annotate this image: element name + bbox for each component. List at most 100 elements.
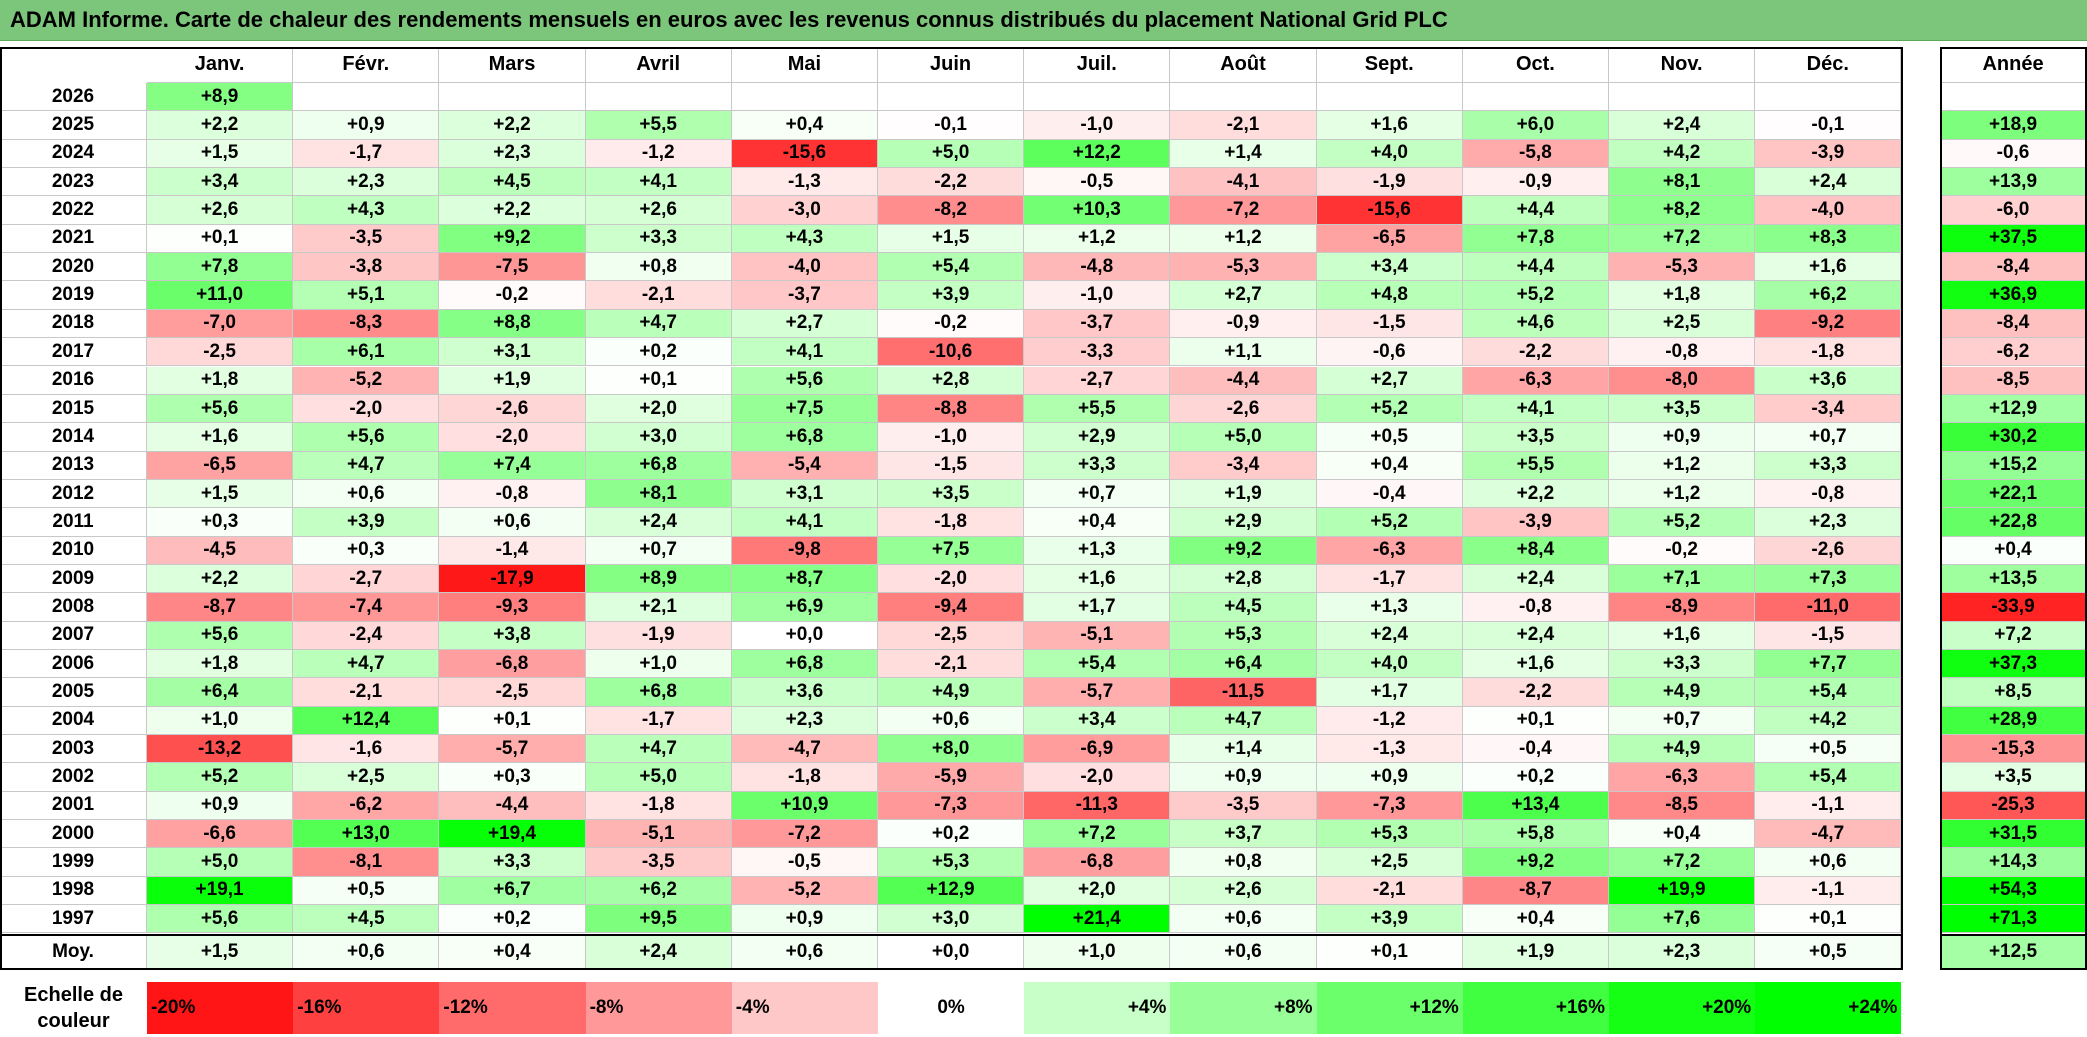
heatmap-cell: +2,4 (1316, 621, 1463, 650)
heatmap-cell: +5,5 (1024, 394, 1171, 424)
annual-cell: +54,3 (1940, 876, 2087, 906)
heatmap-cell: +0,2 (585, 338, 732, 367)
average-cell: +0,6 (1170, 935, 1317, 970)
month-header: Mai (731, 47, 878, 83)
heatmap-cell: +3,1 (731, 479, 878, 509)
heatmap-cell: -3,5 (293, 224, 440, 254)
heatmap-cell: +10,3 (1024, 196, 1171, 225)
heatmap-cell: +0,7 (1755, 423, 1902, 452)
month-header: Juil. (1024, 47, 1171, 83)
heatmap-cell (1170, 83, 1317, 112)
heatmap-cell: +4,9 (1609, 678, 1756, 707)
heatmap-cell: -1,0 (1024, 281, 1171, 310)
heatmap-cell: +1,0 (147, 706, 294, 736)
average-cell: +0,4 (439, 935, 586, 970)
heatmap-cell: +12,2 (1024, 139, 1171, 169)
heatmap-cell: +8,9 (147, 83, 294, 112)
heatmap-cell: -11,3 (1024, 791, 1171, 821)
row-year-label: 2014 (0, 423, 147, 452)
row-year-label: 2023 (0, 168, 147, 197)
row-year-label: 1999 (0, 848, 147, 877)
heatmap-cell: +0,9 (731, 905, 878, 934)
heatmap-cell: +0,1 (439, 706, 586, 736)
heatmap-cell: +6,2 (585, 876, 732, 906)
heatmap-cell: +1,6 (1316, 111, 1463, 140)
heatmap-cell: +1,7 (1316, 678, 1463, 707)
heatmap-cell: -1,1 (1755, 791, 1902, 821)
heatmap-cell: +4,1 (585, 168, 732, 197)
heatmap-cell: +4,5 (1170, 593, 1317, 622)
heatmap-cell: +2,5 (1316, 848, 1463, 877)
heatmap-cell: +5,4 (878, 253, 1025, 282)
heatmap-cell: +3,1 (439, 338, 586, 367)
heatmap-cell: +6,8 (585, 451, 732, 480)
heatmap-cell: -0,2 (439, 281, 586, 310)
heatmap-cell: -6,8 (439, 650, 586, 679)
heatmap-cell: +1,2 (1609, 451, 1756, 480)
heatmap-cell: +2,6 (147, 196, 294, 225)
row-year-label: 1998 (0, 876, 147, 906)
heatmap-cell: -1,1 (1755, 876, 1902, 906)
heatmap-cell: +1,2 (1170, 224, 1317, 254)
annual-cell: -25,3 (1940, 791, 2087, 821)
heatmap-cell: +3,6 (731, 678, 878, 707)
heatmap-cell: +1,2 (1609, 479, 1756, 509)
heatmap-cell: -0,4 (1316, 479, 1463, 509)
heatmap-cell: +3,0 (585, 423, 732, 452)
heatmap-cell: +9,2 (439, 224, 586, 254)
annual-cell: +22,8 (1940, 508, 2087, 537)
heatmap-cell: -1,2 (585, 139, 732, 169)
heatmap-cell: -2,6 (1755, 536, 1902, 565)
heatmap-cell: -2,1 (1316, 876, 1463, 906)
heatmap-cell: -8,3 (293, 309, 440, 339)
annual-cell: +14,3 (1940, 848, 2087, 877)
heatmap-cell: -8,7 (1462, 876, 1609, 906)
annual-cell: -33,9 (1940, 593, 2087, 622)
heatmap-cell: -1,2 (1316, 706, 1463, 736)
heatmap-cell: +5,6 (147, 621, 294, 650)
heatmap-cell: +4,6 (1462, 309, 1609, 339)
heatmap-cell: +9,2 (1170, 536, 1317, 565)
heatmap-cell: -3,8 (293, 253, 440, 282)
heatmap-cell: +19,1 (147, 876, 294, 906)
heatmap-cell: -5,1 (1024, 621, 1171, 650)
heatmap-cell: +4,3 (293, 196, 440, 225)
heatmap-cell: -3,9 (1755, 139, 1902, 169)
heatmap-cell: +4,2 (1609, 139, 1756, 169)
heatmap-cell: +8,7 (731, 564, 878, 594)
heatmap-cell: +1,8 (1609, 281, 1756, 310)
heatmap-cell: +0,5 (293, 876, 440, 906)
heatmap-cell: +2,9 (1170, 508, 1317, 537)
month-header: Mars (439, 47, 586, 83)
heatmap-cell: +5,6 (731, 366, 878, 395)
heatmap-cell: +2,1 (585, 593, 732, 622)
average-label: Moy. (0, 935, 147, 970)
heatmap-cell: +5,2 (147, 763, 294, 792)
heatmap-cell: +0,6 (293, 479, 440, 509)
average-cell: +1,9 (1462, 935, 1609, 970)
month-header: Avril (585, 47, 732, 83)
heatmap-cell: -2,0 (1024, 763, 1171, 792)
heatmap-cell: -2,2 (878, 168, 1025, 197)
row-year-label: 2017 (0, 338, 147, 367)
heatmap-cell: -6,3 (1462, 366, 1609, 395)
heatmap-cell: +8,1 (1609, 168, 1756, 197)
heatmap-cell: +0,0 (731, 621, 878, 650)
legend-swatch: +8% (1170, 982, 1317, 1034)
heatmap-cell: +1,5 (147, 139, 294, 169)
annual-cell: +37,3 (1940, 650, 2087, 679)
heatmap-cell: +11,0 (147, 281, 294, 310)
heatmap-cell: -2,6 (439, 394, 586, 424)
average-cell: +0,6 (731, 935, 878, 970)
heatmap-cell: +4,1 (731, 508, 878, 537)
heatmap-cell: -4,0 (731, 253, 878, 282)
month-header: Déc. (1755, 47, 1902, 83)
heatmap-cell: -6,3 (1316, 536, 1463, 565)
heatmap-cell: -3,4 (1755, 394, 1902, 424)
heatmap-cell: +1,3 (1316, 593, 1463, 622)
heatmap-cell: +3,8 (439, 621, 586, 650)
heatmap-cell: -8,2 (878, 196, 1025, 225)
heatmap-cell: +5,1 (293, 281, 440, 310)
heatmap-cell: -8,8 (878, 394, 1025, 424)
heatmap-cell: +5,4 (1755, 763, 1902, 792)
